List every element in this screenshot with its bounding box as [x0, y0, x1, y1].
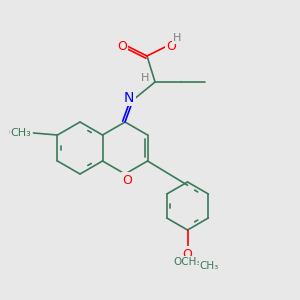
Text: O: O	[183, 248, 193, 260]
Text: OCH₃: OCH₃	[174, 257, 201, 267]
Text: CH₃: CH₃	[200, 261, 219, 271]
Text: O: O	[122, 173, 132, 187]
Text: H: H	[173, 33, 181, 43]
Text: O: O	[166, 40, 176, 52]
Text: CH₃: CH₃	[9, 128, 29, 138]
Text: CH₃: CH₃	[11, 128, 32, 138]
Text: O: O	[117, 40, 127, 52]
Text: N: N	[124, 91, 134, 105]
Text: H: H	[141, 73, 149, 83]
